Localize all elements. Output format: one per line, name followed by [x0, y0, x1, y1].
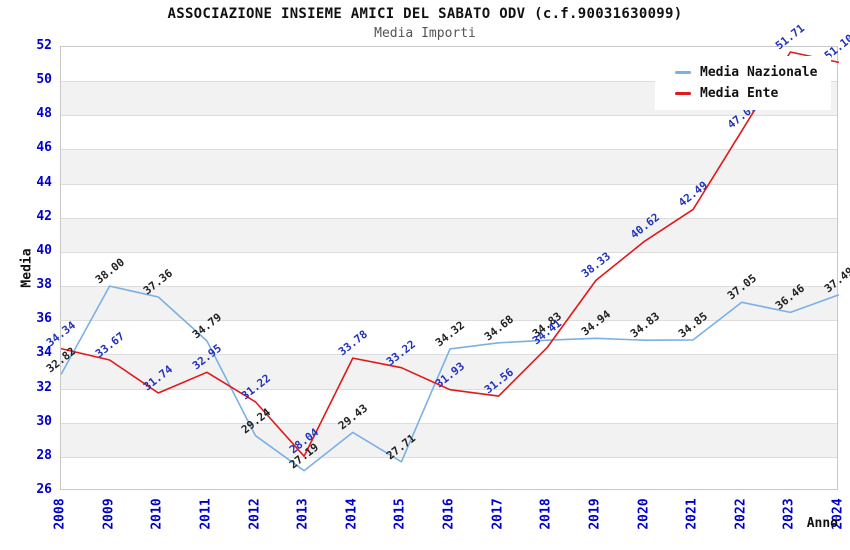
legend: Media Nazionale Media Ente	[655, 56, 832, 110]
x-tick-label: 2015	[392, 498, 408, 530]
plot-band	[61, 217, 837, 252]
legend-item-media-nazionale: Media Nazionale	[675, 62, 817, 83]
gridline	[61, 456, 837, 458]
x-tick-label: 2010	[149, 498, 165, 530]
y-tick-label: 36	[36, 311, 52, 327]
x-tick-label: 2009	[101, 498, 117, 530]
gridline	[61, 320, 837, 322]
line-media-ente	[61, 51, 839, 458]
y-tick-label: 34	[36, 345, 52, 361]
y-tick-label: 28	[36, 447, 52, 463]
line-media-nazionale	[61, 285, 839, 472]
legend-label-media-ente: Media Ente	[700, 86, 779, 101]
x-tick-label: 2018	[538, 498, 554, 530]
x-tick-label: 2023	[781, 498, 797, 530]
gridline	[61, 81, 837, 83]
x-tick-label: 2012	[247, 498, 262, 530]
x-tick-label: 2019	[587, 498, 603, 530]
y-tick-label: 42	[36, 208, 52, 224]
gridline	[61, 183, 837, 185]
x-tick-label: 2021	[684, 498, 700, 530]
gridline	[61, 217, 837, 219]
plot-band	[61, 286, 837, 321]
y-tick-label: 26	[36, 482, 52, 497]
y-tick-label: 30	[36, 413, 52, 429]
series-lines	[61, 51, 839, 472]
x-tick-label: 2011	[198, 498, 214, 530]
gridline	[61, 115, 837, 117]
gridline	[61, 354, 837, 356]
plot-band	[61, 354, 837, 389]
y-tick-label: 52	[36, 38, 52, 53]
legend-swatch-nazionale-icon	[675, 71, 691, 74]
legend-label-media-nazionale: Media Nazionale	[700, 65, 818, 80]
x-tick-label: 2014	[344, 498, 360, 530]
gridline	[61, 286, 837, 288]
y-tick-label: 50	[36, 72, 52, 88]
x-tick-label: 2022	[733, 498, 749, 530]
x-tick-label: 2020	[636, 498, 651, 530]
plot-area: 32.82 38.00 37.36 34.79 29.24 27.19 29.43 27.71…	[44, 22, 850, 490]
legend-item-media-ente: Media Ente	[675, 83, 817, 104]
gridline	[61, 422, 837, 424]
y-tick-label: 46	[36, 140, 52, 156]
chart-title: ASSOCIAZIONE INSIEME AMICI DEL SABATO OD…	[167, 6, 683, 22]
y-tick-label: 48	[36, 106, 52, 122]
gridline	[61, 149, 837, 151]
legend-swatch-ente-icon	[675, 92, 691, 95]
x-tick-label: 2008	[52, 498, 68, 530]
y-tick-label: 32	[36, 379, 52, 395]
x-axis-title: Anno	[806, 516, 838, 531]
plot-band	[61, 422, 837, 457]
x-tick-label: 2013	[295, 498, 311, 530]
y-tick-label: 44	[36, 174, 52, 190]
y-tick-label: 38	[36, 277, 52, 293]
x-tick-label: 2017	[490, 498, 506, 530]
gridline	[61, 251, 837, 253]
x-tick-label: 2016	[441, 498, 457, 530]
plot-band	[61, 149, 837, 184]
y-tick-label: 40	[36, 242, 52, 258]
chart-subtitle: Media Importi	[374, 26, 476, 41]
